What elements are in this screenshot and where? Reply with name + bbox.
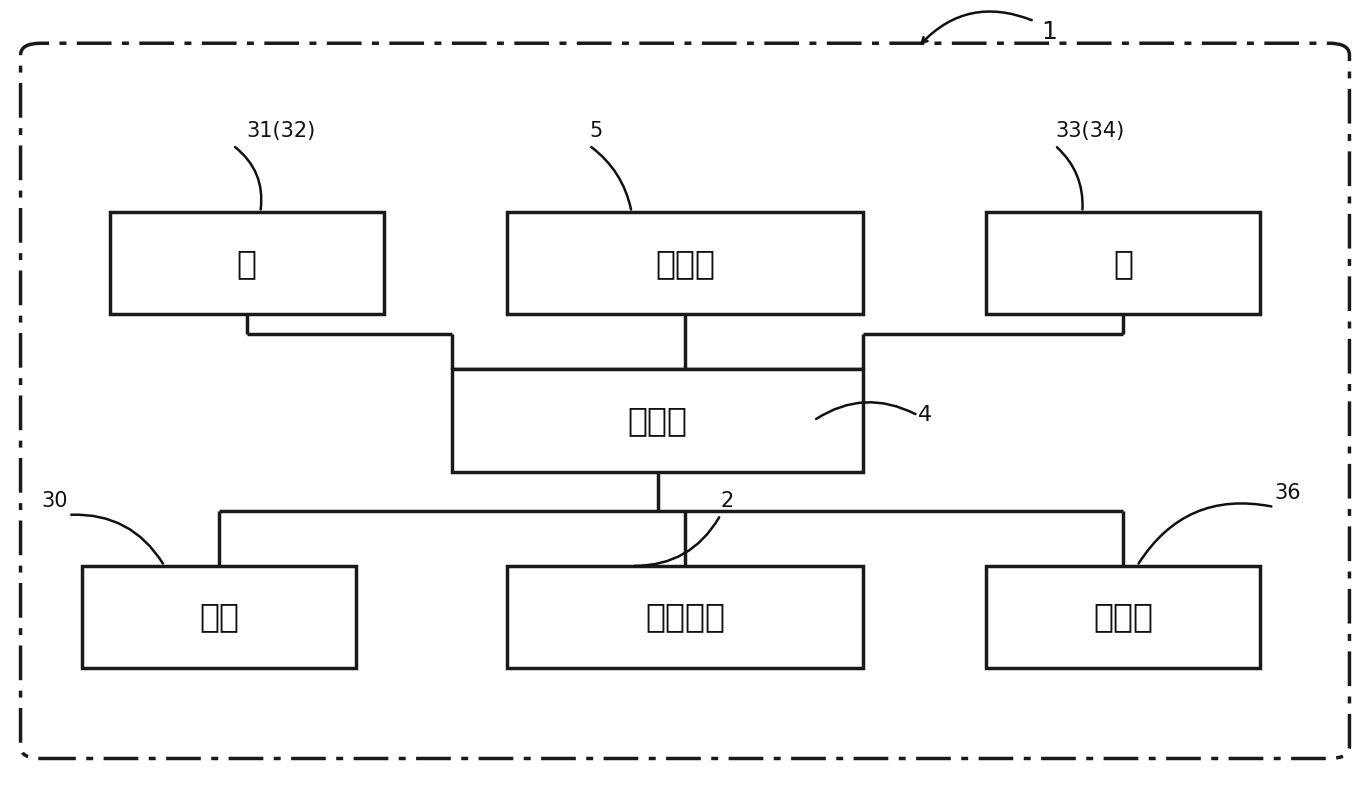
Text: 2: 2 <box>721 491 734 511</box>
Text: 36: 36 <box>1274 483 1300 503</box>
Text: 泵: 泵 <box>237 247 256 280</box>
Text: 30: 30 <box>41 491 67 511</box>
Text: 1: 1 <box>1041 20 1058 44</box>
Text: 测量单元: 测量单元 <box>645 601 725 634</box>
Text: 4: 4 <box>918 406 932 425</box>
Text: 控制部: 控制部 <box>627 404 688 437</box>
Bar <box>507 212 863 314</box>
Bar <box>986 566 1260 668</box>
Text: 起动器: 起动器 <box>1093 601 1154 634</box>
FancyBboxPatch shape <box>21 43 1349 758</box>
Text: 31(32): 31(32) <box>247 122 316 141</box>
Bar <box>452 369 863 472</box>
Text: 33(34): 33(34) <box>1055 122 1125 141</box>
Bar <box>110 212 384 314</box>
Bar <box>986 212 1260 314</box>
Text: 计算部: 计算部 <box>655 247 715 280</box>
Text: 喷嘴: 喷嘴 <box>199 601 240 634</box>
Text: 阀: 阀 <box>1114 247 1133 280</box>
Bar <box>82 566 356 668</box>
Text: 5: 5 <box>589 122 603 141</box>
Bar <box>507 566 863 668</box>
